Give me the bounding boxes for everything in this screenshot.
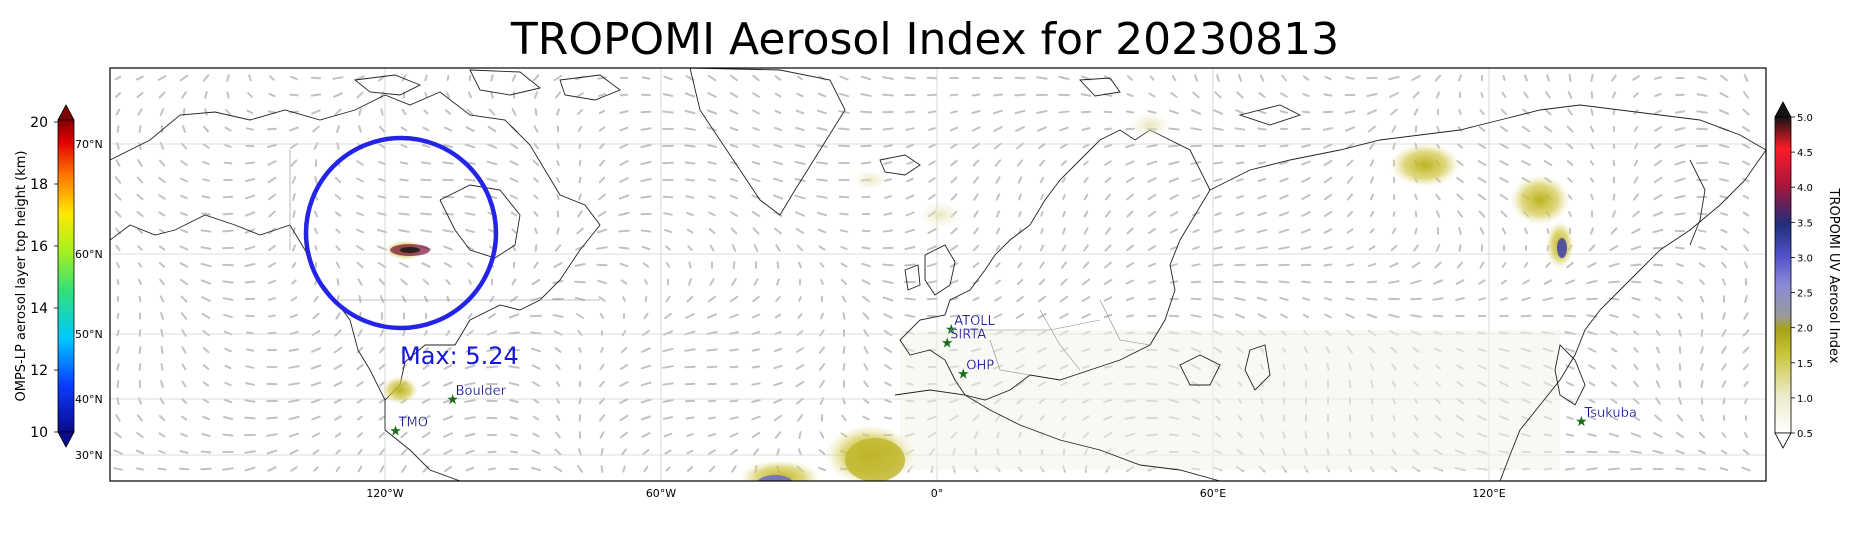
longitude-labels: 120°W 60°W 0° 60°E 120°E bbox=[366, 487, 1505, 500]
left-colorbar-tick: 18 bbox=[30, 177, 48, 193]
station-label-tsukuba: Tsukuba bbox=[1583, 406, 1636, 421]
left-colorbar-tick: 14 bbox=[30, 301, 48, 317]
lat-label: 40°N bbox=[75, 393, 103, 406]
lon-label: 120°W bbox=[366, 487, 403, 500]
left-colorbar-tick: 20 bbox=[30, 115, 48, 131]
lon-label: 120°E bbox=[1472, 487, 1505, 500]
left-colorbar-tick: 12 bbox=[30, 363, 48, 379]
left-colorbar: 10 12 14 16 18 20 OMPS-LP aerosol layer … bbox=[14, 104, 75, 448]
right-colorbar-label: TROPOMI UV Aerosol Index bbox=[1826, 188, 1841, 364]
right-colorbar-tick: 5.0 bbox=[1797, 113, 1813, 124]
right-colorbar-tick: 2.5 bbox=[1797, 289, 1813, 300]
station-layer: ★ATOLL★SIRTA★OHP★Boulder★TMO ★Tsukuba bbox=[389, 314, 1637, 439]
station-label-boulder: Boulder bbox=[456, 384, 507, 399]
station-label-ohp: OHP bbox=[966, 359, 994, 374]
station-marker-boulder: ★ bbox=[446, 392, 459, 408]
right-colorbar-tick: 1.5 bbox=[1797, 359, 1813, 370]
left-colorbar-label: OMPS-LP aerosol layer top height (km) bbox=[14, 151, 29, 402]
lon-label: 0° bbox=[931, 487, 944, 500]
lon-label: 60°W bbox=[646, 487, 676, 500]
right-colorbar-tick: 4.5 bbox=[1797, 148, 1813, 159]
max-highlight-circle bbox=[303, 135, 499, 331]
lon-label: 60°E bbox=[1200, 487, 1226, 500]
station-marker-atoll: ★ bbox=[945, 322, 958, 338]
map-title: TROPOMI Aerosol Index for 20230813 bbox=[510, 14, 1340, 65]
station-label-tmo: TMO bbox=[398, 415, 428, 430]
station-marker-tsukuba: ★ bbox=[1575, 414, 1588, 430]
station-marker-ohp: ★ bbox=[957, 367, 970, 383]
lat-label: 30°N bbox=[75, 449, 103, 462]
lat-label: 50°N bbox=[75, 328, 103, 341]
right-colorbar-tick: 1.0 bbox=[1797, 394, 1813, 405]
right-colorbar-tick: 3.0 bbox=[1797, 253, 1813, 264]
aerosol-plumes bbox=[382, 111, 1574, 481]
latitude-labels: 30°N 40°N 50°N 60°N 70°N bbox=[75, 138, 103, 462]
aerosol-haze bbox=[900, 330, 1560, 470]
station-label-sirta: SIRTA bbox=[950, 327, 986, 342]
borders bbox=[289, 150, 1151, 376]
map-border bbox=[109, 67, 1767, 482]
right-colorbar: 0.5 1.0 1.5 2.0 2.5 3.0 3.5 4.0 4.5 5.0 TROPOMI U… bbox=[1774, 101, 1841, 449]
left-colorbar-tick: 10 bbox=[30, 425, 48, 441]
right-colorbar-tick: 0.5 bbox=[1797, 429, 1813, 440]
right-colorbar-tick: 2.0 bbox=[1797, 324, 1813, 335]
station-marker-tmo: ★ bbox=[389, 423, 402, 439]
station-marker-sirta: ★ bbox=[941, 335, 954, 351]
right-colorbar-tick: 3.5 bbox=[1797, 218, 1813, 229]
station-label-atoll: ATOLL bbox=[954, 314, 995, 329]
left-colorbar-tick: 16 bbox=[30, 239, 48, 255]
lat-label: 60°N bbox=[75, 248, 103, 261]
lat-label: 70°N bbox=[75, 138, 103, 151]
max-annotation: Max: 5.24 bbox=[400, 342, 519, 370]
right-colorbar-tick: 4.0 bbox=[1797, 183, 1813, 194]
